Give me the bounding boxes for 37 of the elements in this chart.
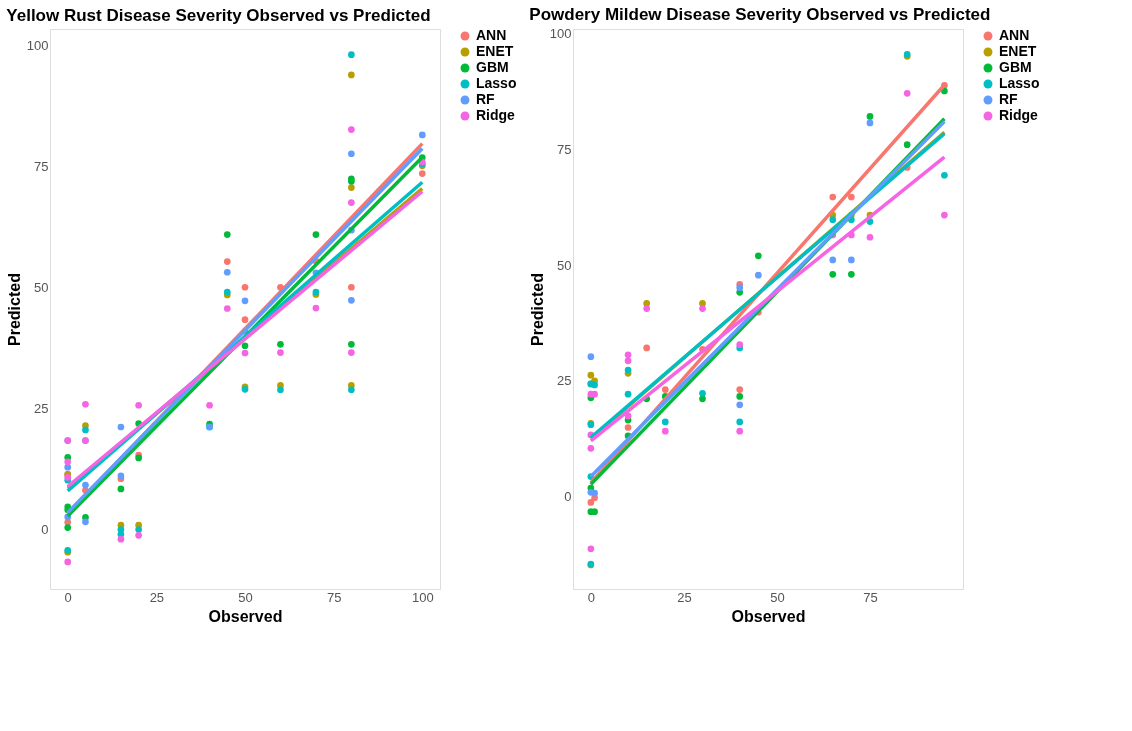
y-tick-label: 100 (549, 26, 572, 42)
x-tick-label: 75 (326, 589, 342, 605)
y-tick-label: 50 (34, 280, 49, 296)
legend-label: GBM (999, 59, 1032, 75)
y-tick-label: 50 (557, 257, 572, 273)
x-tick-label: 50 (238, 589, 253, 605)
y-tick-label: 100 (26, 38, 49, 54)
legend-label: Ridge (476, 107, 516, 123)
x-tick-label: 25 (149, 589, 165, 605)
chart-title: Powdery Mildew Disease Severity Observed vs Predicted (529, 4, 991, 24)
legend-label: ANN (476, 27, 507, 43)
y-tick-label: 0 (41, 522, 49, 538)
legend-label: Lasso (999, 75, 1040, 91)
x-tick-label: 100 (411, 589, 434, 605)
y-axis-title: Predicted (528, 273, 546, 346)
x-tick-label: 75 (863, 589, 878, 605)
y-tick-label: 0 (564, 488, 572, 504)
legend-label: RF (476, 91, 496, 107)
x-tick-label: 0 (64, 589, 72, 605)
legend-label: Ridge (999, 107, 1039, 123)
legend-label: GBM (476, 59, 509, 75)
legend-label: ENET (999, 43, 1037, 59)
legend-label: Lasso (476, 75, 517, 91)
x-axis-title: Observed (208, 607, 283, 625)
x-tick-label: 0 (587, 589, 595, 605)
y-tick-label: 75 (34, 159, 49, 175)
y-tick-label: 25 (557, 373, 572, 389)
x-tick-label: 50 (770, 589, 785, 605)
legend-label: ANN (999, 27, 1030, 43)
chart-title: Yellow Rust Disease Severity Observed vs Predicted (6, 6, 431, 25)
legend-label: RF (999, 91, 1019, 107)
y-tick-label: 75 (557, 141, 572, 157)
x-axis-title: Observed (731, 607, 806, 625)
y-axis-title: Predicted (5, 273, 23, 346)
y-tick-label: 25 (34, 401, 49, 417)
x-tick-label: 25 (677, 589, 692, 605)
legend-label: ENET (476, 43, 514, 59)
